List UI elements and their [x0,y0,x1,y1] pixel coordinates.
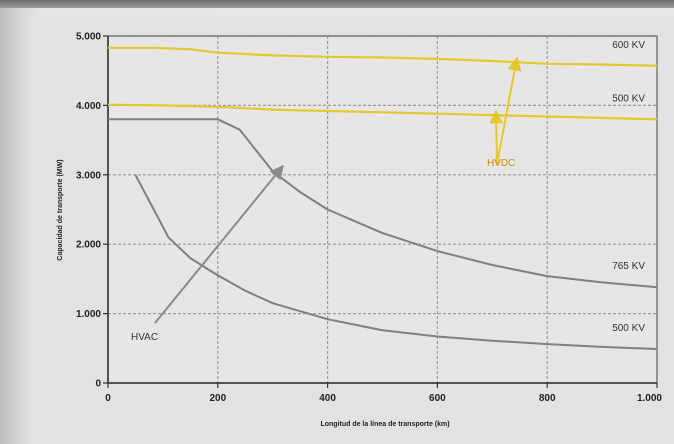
y-tick-label: 1.000 [76,309,101,320]
x-tick-label: 1.000 [637,393,662,404]
x-tick-label: 400 [319,393,336,404]
series-layer: 600 KV 500 KV 765 KV 500 KV [107,40,658,350]
plot-area [108,36,657,383]
x-tick-label: 600 [429,393,446,404]
y-tick-label: 2.000 [76,240,101,251]
y-axis-title: Capacidad de transporte (MW) [57,159,64,260]
series-label-hvdc-0: 600 KV [612,40,645,51]
x-tick-label: 800 [539,393,556,404]
annotation-hvdc: HVDC [487,158,515,169]
y-tick-label: 5.000 [76,32,101,43]
y-tick-label: 4.000 [76,101,101,112]
hvdc-arrow-500 [489,109,504,165]
series-label-hvac-2: 765 KV [612,261,645,272]
tick-labels: 0 1.000 2.000 3.000 4.000 5.000 0 200 400 600 800 1… [76,32,662,405]
series-line-hvdc-0 [108,46,658,67]
series-line-hvac-3 [134,174,658,350]
hvac-arrow [154,164,284,324]
x-tick-label: 200 [209,393,226,404]
x-tick-label: 0 [105,393,111,404]
y-tick-label: 3.000 [76,170,101,181]
x-axis-title: Longitud de la línea de transporte (km) [320,421,449,428]
arrow-layer [154,56,522,324]
series-line-hvac-2 [108,118,658,289]
series-label-hvdc-1: 500 KV [612,93,645,104]
series-label-hvac-3: 500 KV [612,323,645,334]
annotation-hvac: HVAC [131,332,158,343]
hvdc-arrow-600 [496,56,522,165]
series-line-hvdc-1 [107,103,658,121]
y-tick-label: 0 [95,379,101,390]
axes [103,35,658,388]
top-border [0,0,674,8]
